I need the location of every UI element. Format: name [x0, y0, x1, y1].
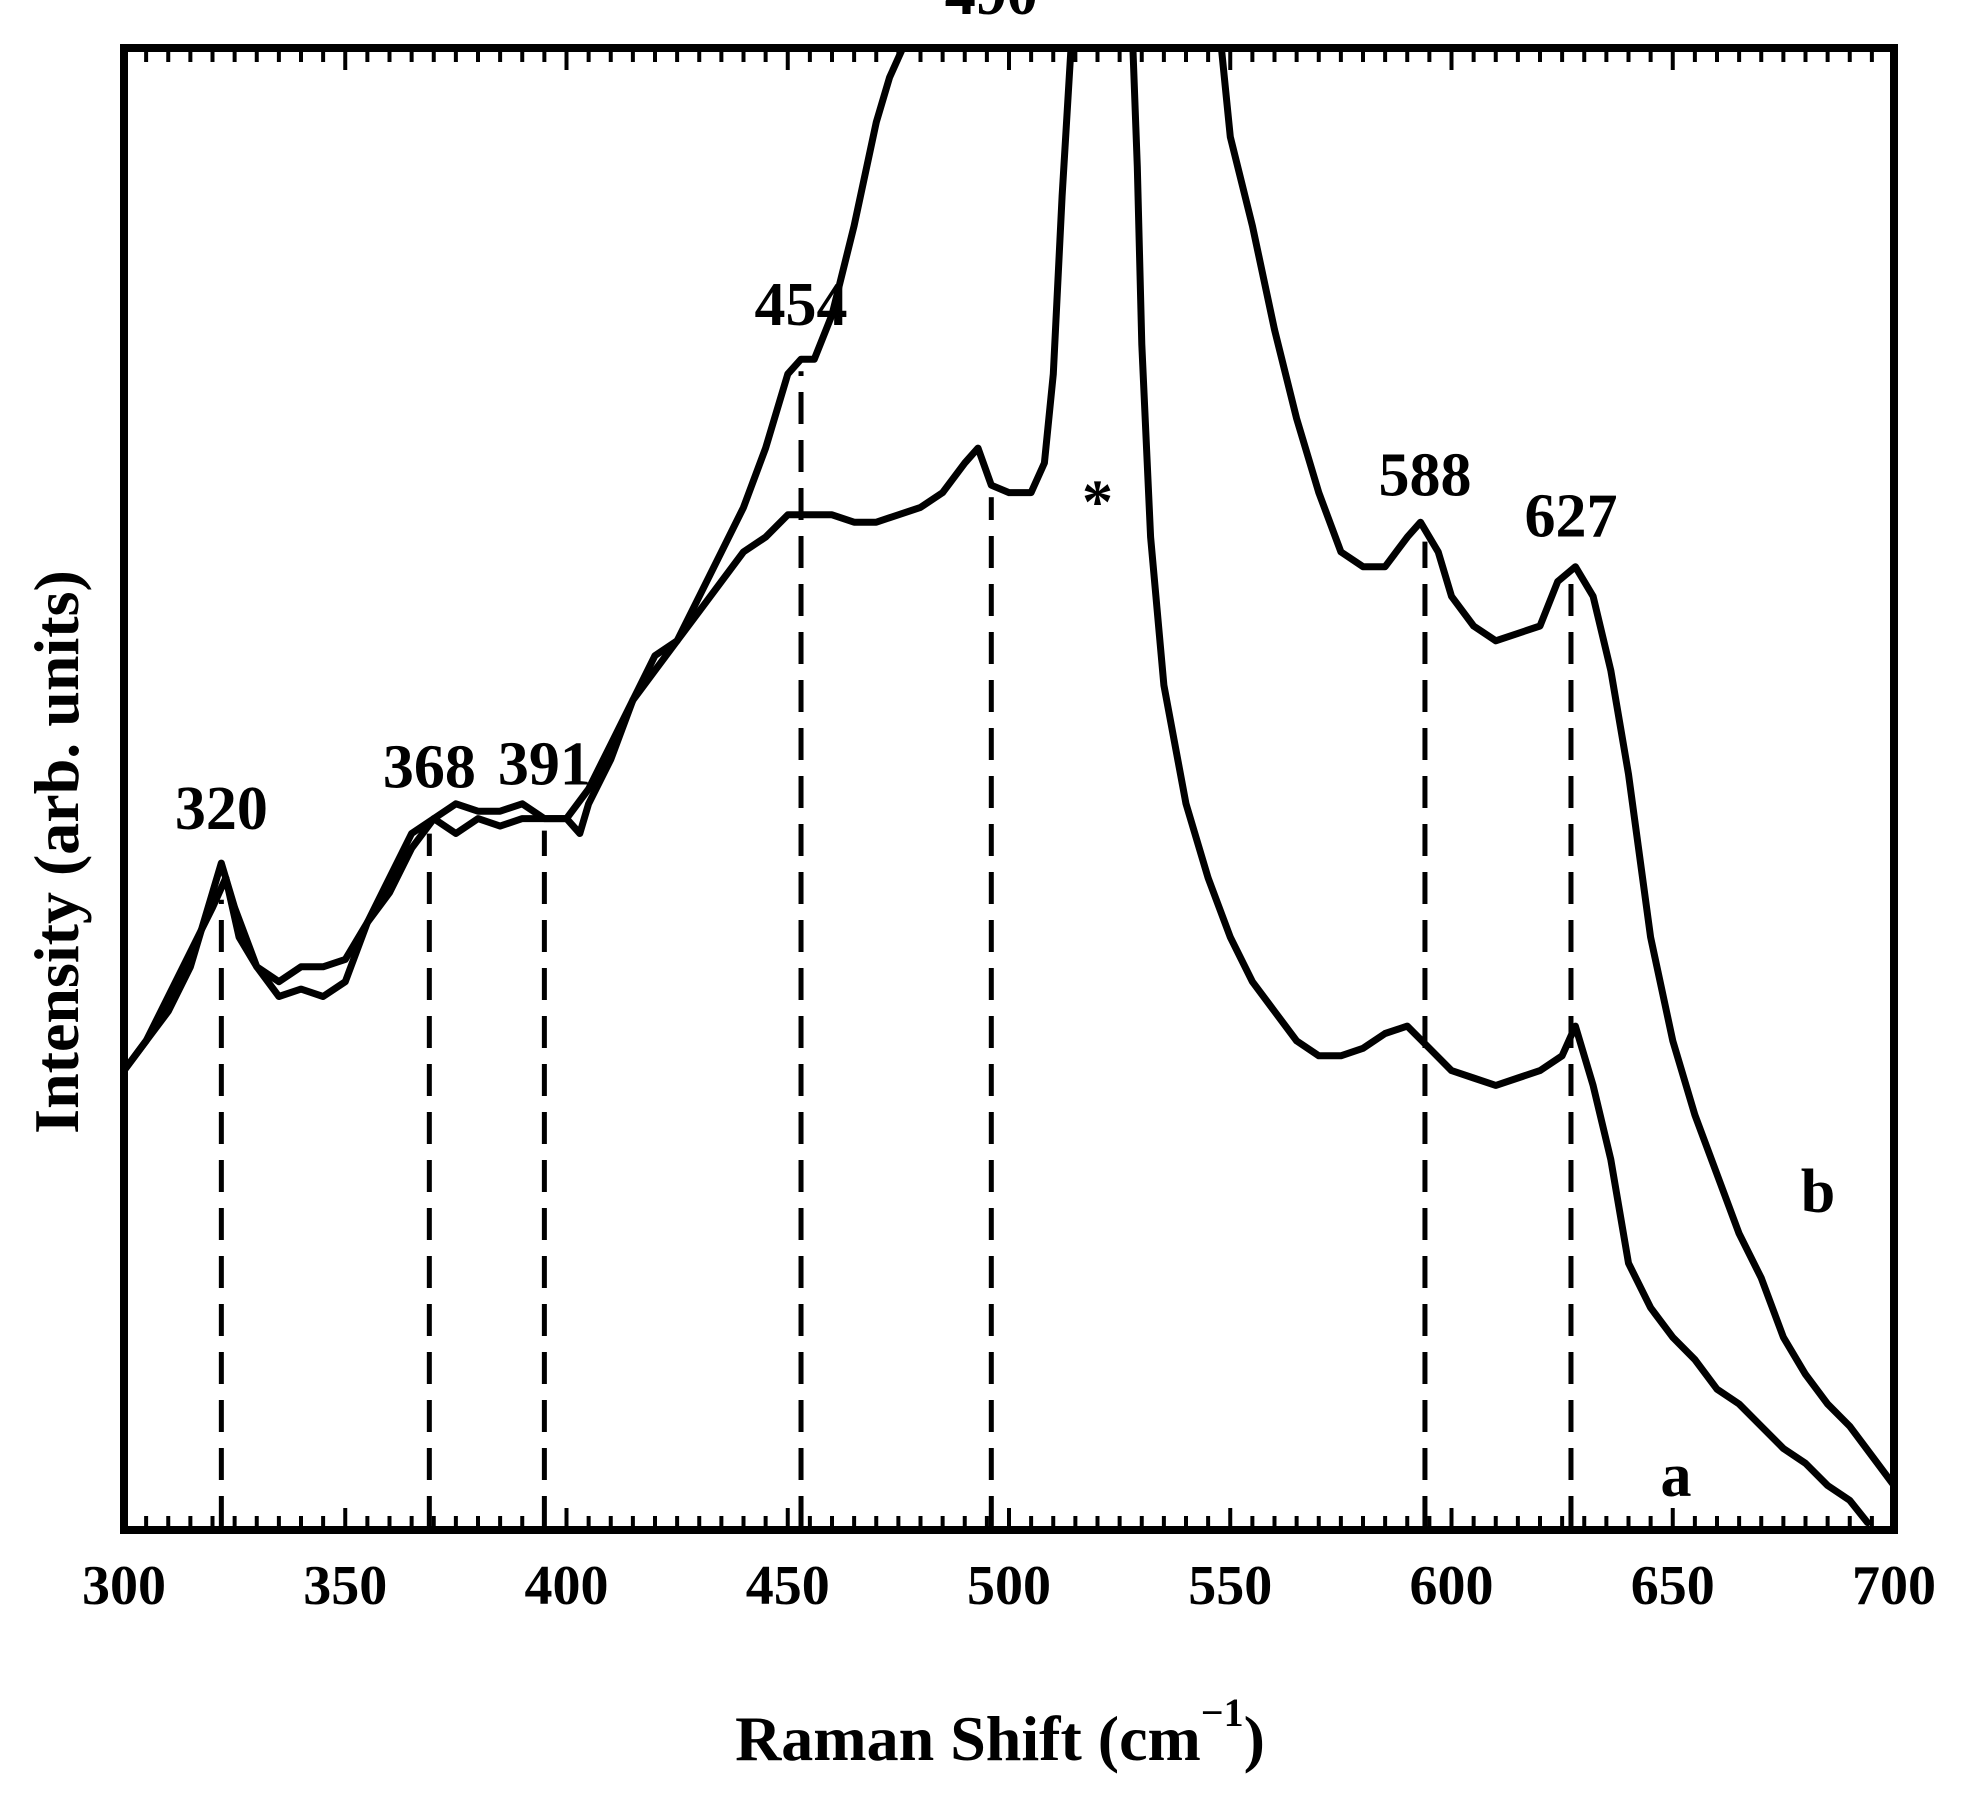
x-tick-labels: 300 350 400 450 500 550 600 650 700 [82, 1555, 1936, 1617]
x-tick-label: 300 [82, 1555, 166, 1617]
x-tick-label: 450 [746, 1555, 830, 1617]
peak-label: 320 [175, 775, 268, 843]
peak-label: 368 [383, 734, 476, 802]
x-axis-label: Raman Shift (cm−1) [735, 1690, 1265, 1774]
peak-annotations: 320 368 391 454 490 588 627 [175, 0, 1618, 843]
series-label-b: b [1801, 1158, 1835, 1226]
asterisk-marker: * [1082, 469, 1113, 537]
x-tick-label: 400 [525, 1555, 609, 1617]
peak-marker-lines [218, 371, 1574, 1528]
peak-label: 627 [1524, 482, 1617, 550]
series-b-line [124, 48, 1894, 1489]
plot-frame [120, 44, 1898, 1534]
x-tick-label: 550 [1188, 1555, 1272, 1617]
series-label-a: a [1661, 1442, 1692, 1510]
x-tick-label: 650 [1631, 1555, 1715, 1617]
x-tick-label: 350 [303, 1555, 387, 1617]
x-tick-label: 500 [967, 1555, 1051, 1617]
peak-label: 490 [945, 0, 1038, 28]
spectrum-curves [124, 48, 1894, 1527]
peak-label: 454 [755, 271, 848, 339]
y-axis-label: Intensity (arb. units) [21, 570, 92, 1134]
x-tick-label: 700 [1852, 1555, 1936, 1617]
peak-label: 588 [1378, 442, 1471, 510]
peak-label: 391 [498, 731, 591, 799]
x-tick-label: 600 [1410, 1555, 1494, 1617]
